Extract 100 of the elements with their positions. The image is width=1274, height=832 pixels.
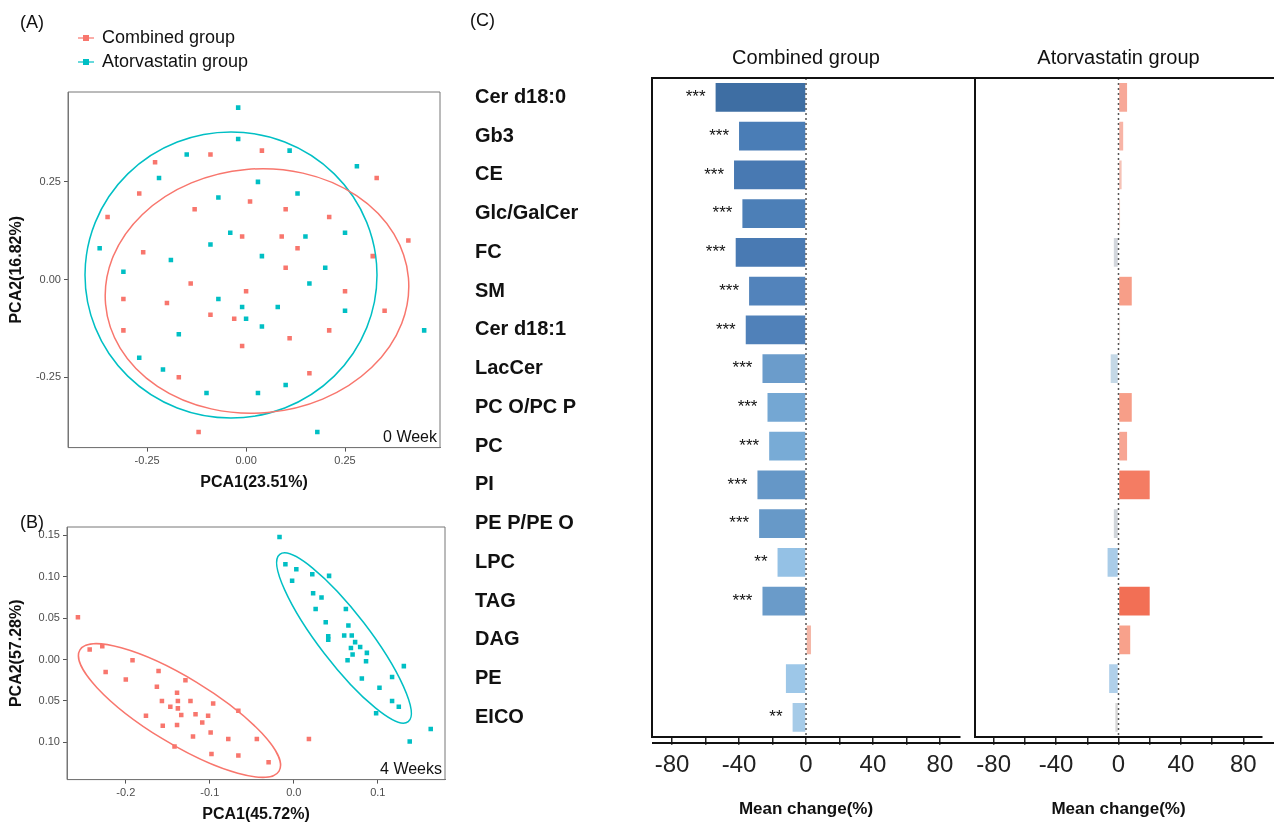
x-tick-label: 40 <box>1167 749 1195 777</box>
point <box>208 730 213 735</box>
bar <box>1119 586 1150 616</box>
bar <box>1115 703 1118 732</box>
data-label: ** <box>754 552 768 572</box>
y-axis-title: PCA2(16.82%) <box>7 216 25 324</box>
x-tick-label: -0.25 <box>134 454 160 467</box>
point <box>349 633 355 638</box>
point <box>236 753 241 758</box>
point <box>279 234 284 239</box>
bar <box>1119 431 1128 461</box>
x-tick-label: 0.25 <box>334 454 356 467</box>
point <box>136 191 142 196</box>
data-label: *** <box>732 590 753 610</box>
y-tick-label: EICO <box>475 704 524 727</box>
point <box>160 367 166 372</box>
y-tick-label: PC O/PC P <box>475 394 577 417</box>
point <box>160 723 166 729</box>
y-tick-label: 0.05 <box>38 693 60 706</box>
x-tick-label: 0 <box>1111 749 1126 777</box>
point <box>216 296 221 302</box>
y-tick-label: -0.25 <box>35 370 61 383</box>
x-tick-label: -80 <box>654 749 690 777</box>
y-tick-label: 0.10 <box>38 735 60 748</box>
y-tick-label: 0.25 <box>39 174 61 187</box>
point <box>190 734 196 739</box>
point <box>100 644 105 649</box>
point <box>307 281 312 286</box>
x-tick-label: 80 <box>1229 749 1257 777</box>
x-tick-label: -0.2 <box>116 786 136 799</box>
data-label: *** <box>727 474 748 494</box>
x-tick-label: -40 <box>1038 749 1074 777</box>
x-axis-title: Mean change(%) <box>738 799 874 819</box>
x-tick-label: 40 <box>859 749 887 777</box>
point <box>192 206 197 212</box>
point <box>310 571 315 577</box>
bar <box>1107 548 1118 577</box>
y-tick-label: Glc/GalCer <box>475 201 579 224</box>
point <box>239 234 245 239</box>
point <box>370 253 375 259</box>
point <box>319 595 324 600</box>
data-label: ** <box>769 707 783 727</box>
bar <box>1113 238 1118 267</box>
point <box>342 289 348 294</box>
x-tick-label: 0.00 <box>235 454 257 467</box>
bar <box>1119 83 1128 112</box>
point <box>208 242 213 247</box>
data-label: *** <box>737 397 758 417</box>
point <box>178 712 184 718</box>
point <box>342 230 348 235</box>
annotation: 0 Week <box>383 427 438 445</box>
y-tick-label: Gb3 <box>475 123 514 146</box>
x-tick-label: 0 <box>799 749 813 777</box>
point <box>303 234 308 239</box>
point <box>341 633 347 638</box>
point <box>227 230 233 235</box>
point <box>226 736 231 742</box>
point <box>345 658 350 663</box>
x-tick-label: -80 <box>976 749 1012 777</box>
point <box>323 619 328 625</box>
bar <box>1119 276 1132 306</box>
point <box>183 677 188 683</box>
y-tick-label: 0.00 <box>38 652 60 665</box>
point <box>377 685 382 690</box>
text: (A) <box>20 12 44 32</box>
point <box>295 191 300 196</box>
point <box>243 316 249 321</box>
point <box>156 668 161 674</box>
point <box>176 375 182 380</box>
data-label: *** <box>709 125 730 145</box>
y-tick-label: TAG <box>475 588 516 611</box>
data-label: *** <box>705 242 727 262</box>
bar <box>1119 470 1150 500</box>
point <box>283 382 288 388</box>
point <box>428 726 433 732</box>
x-tick-label: -40 <box>721 749 757 777</box>
point <box>313 606 318 612</box>
point <box>176 332 182 337</box>
point <box>407 739 412 744</box>
point <box>359 676 365 681</box>
bar <box>1119 160 1122 190</box>
bar <box>1119 393 1132 422</box>
x-axis-title: Mean change(%) <box>1051 799 1186 819</box>
point <box>315 429 320 435</box>
point <box>374 175 379 181</box>
x-tick-label: 0.0 <box>286 786 302 799</box>
text: (B) <box>20 512 44 532</box>
point <box>87 647 92 652</box>
y-axis-title: PCA2(57.28%) <box>7 599 25 708</box>
y-tick-label: PC <box>475 433 503 456</box>
bar <box>1119 121 1124 151</box>
y-tick-label: LPC <box>475 549 515 572</box>
point <box>175 706 181 711</box>
text: (C) <box>470 10 495 30</box>
x-axis-title: PCA1(23.51%) <box>200 472 308 490</box>
point <box>396 704 402 709</box>
point <box>210 701 216 706</box>
point <box>382 308 387 314</box>
point <box>199 720 205 725</box>
data-label: *** <box>704 164 725 184</box>
